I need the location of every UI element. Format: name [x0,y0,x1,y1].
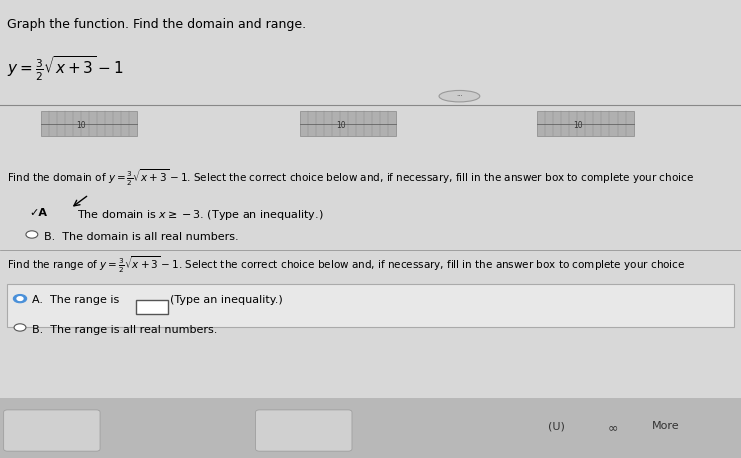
FancyBboxPatch shape [256,410,352,451]
FancyBboxPatch shape [300,111,396,136]
FancyBboxPatch shape [136,300,168,314]
FancyBboxPatch shape [537,111,634,136]
Text: Find the range of $y = \frac{3}{2}\sqrt{x+3} - 1$. Select the correct choice bel: Find the range of $y = \frac{3}{2}\sqrt{… [7,254,686,275]
Circle shape [17,297,23,300]
Ellipse shape [439,90,480,102]
Text: A.  The range is: A. The range is [32,295,119,305]
Text: The domain is $x \geq -3$. (Type an inequality.): The domain is $x \geq -3$. (Type an ineq… [70,208,324,223]
FancyBboxPatch shape [4,410,100,451]
Text: ✓A: ✓A [30,208,47,218]
Text: Find the domain of $y = \frac{3}{2}\sqrt{x+3} - 1$. Select the correct choice be: Find the domain of $y = \frac{3}{2}\sqrt… [7,167,694,188]
Text: 10: 10 [574,121,582,131]
Text: B.  The domain is all real numbers.: B. The domain is all real numbers. [44,232,239,242]
Text: ∞: ∞ [608,421,618,434]
Text: 10: 10 [77,121,86,131]
Text: B.  The range is all real numbers.: B. The range is all real numbers. [32,325,217,335]
FancyBboxPatch shape [41,111,137,136]
Text: (Type an inequality.): (Type an inequality.) [170,295,283,305]
Circle shape [13,294,27,303]
Circle shape [26,231,38,238]
Text: Graph the function. Find the domain and range.: Graph the function. Find the domain and … [7,18,307,31]
Text: More: More [652,421,679,431]
Text: ···: ··· [456,93,463,99]
Text: (U): (U) [548,421,565,431]
FancyBboxPatch shape [7,284,734,327]
Text: 10: 10 [336,121,345,131]
FancyBboxPatch shape [0,398,741,458]
Circle shape [14,324,26,331]
Text: $y = \frac{3}{2}\sqrt{x+3} - 1$: $y = \frac{3}{2}\sqrt{x+3} - 1$ [7,55,124,83]
